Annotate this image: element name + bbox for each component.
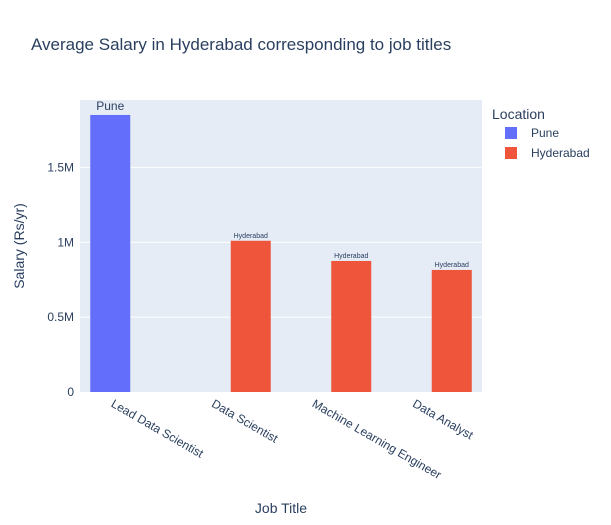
legend: Location Pune Hyderabad [492,106,590,160]
y-tick-label: 1.5M [47,160,74,174]
bar-data-label: Hyderabad [435,262,469,269]
bar-labels: Pune Hyderabad Hyderabad Hyderabad [96,99,469,269]
bar-pune [90,114,131,392]
chart-title: Average Salary in Hyderabad correspondin… [31,35,451,54]
legend-label: Pune [531,126,559,140]
x-axis-title: Job Title [255,500,307,516]
y-tick-label: 0.5M [47,310,74,324]
legend-title: Location [492,106,545,122]
legend-swatch-pune [505,127,517,139]
grid-lines [80,166,482,318]
bar-data-label: Pune [96,99,124,113]
bar-data-label: Hyderabad [334,253,368,260]
y-axis-ticks: 0 0.5M 1M 1.5M [47,160,74,399]
y-tick-label: 1M [57,235,74,249]
bar-data-label: Hyderabad [234,233,268,240]
legend-swatch-hyderabad [505,147,517,159]
bar-hyderabad [331,260,372,392]
bar-hyderabad [431,269,472,392]
y-tick-label: 0 [67,385,74,399]
y-axis-title: Salary (Rs/yr) [11,203,27,289]
plot-area [80,100,482,392]
legend-label: Hyderabad [531,146,590,160]
bars [90,114,472,392]
bar-hyderabad [230,240,271,392]
